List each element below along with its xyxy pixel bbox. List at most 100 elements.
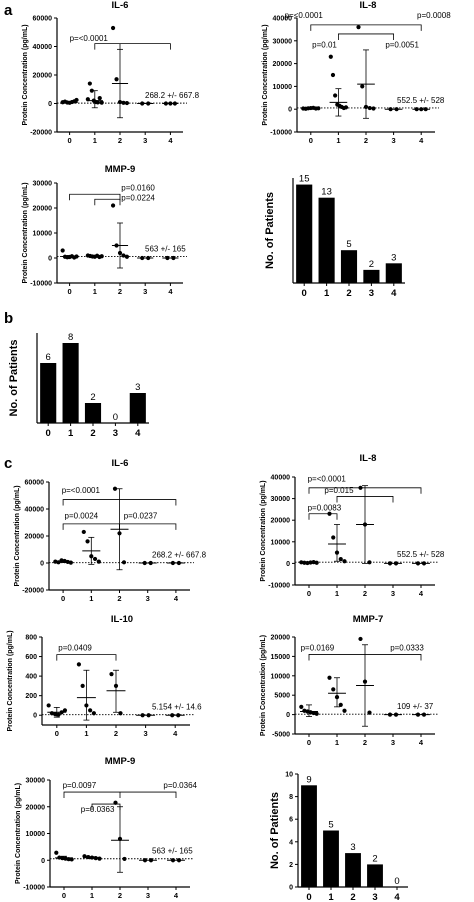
chart-b-bar: No. of Patients 0 1 2 3 4 6 8 2 0 3 — [8, 332, 149, 439]
chart-c-mmp7: MMP-7 Protein Concentration (pg/mL) -5000 0… — [260, 614, 439, 747]
chart-c-il6: IL-6 Protein Concentration (pg/mL)-20000 0… — [14, 458, 207, 603]
y-tick-label: 0 — [289, 885, 293, 892]
y-axis-label: Protein Concentration (pg/mL) — [22, 24, 29, 125]
bar-value-label: 6 — [46, 352, 51, 363]
y-axis-label: No. of Patients — [8, 339, 20, 416]
data-point — [96, 559, 101, 564]
p-value-annotation: p=<0.0001 — [308, 474, 347, 483]
significance-bracket — [91, 803, 121, 811]
bar — [301, 785, 317, 887]
bar-value-label: 3 — [135, 382, 140, 393]
bar-value-label: 5 — [328, 820, 333, 831]
p-value-annotation: p=0.0409 — [58, 644, 92, 653]
x-tick-label: 2 — [118, 891, 122, 900]
data-point — [338, 702, 343, 708]
x-tick-label: 0 — [46, 428, 51, 439]
y-tick-label: 20000 — [273, 61, 293, 68]
chart-c-il8: IL-8 Protein Concentration (pg/mL)-10000 0… — [260, 453, 445, 598]
data-point — [299, 704, 304, 709]
x-tick-label: 3 — [372, 892, 377, 902]
y-tick-label: 40000 — [33, 44, 53, 51]
bar-value-label: 2 — [372, 853, 377, 864]
chart-title: IL-8 — [360, 0, 377, 11]
x-tick-label: 2 — [90, 428, 95, 439]
y-tick-label: 0 — [286, 561, 290, 568]
p-value-annotation: p=0.0083 — [308, 503, 342, 512]
bar-value-label: 2 — [369, 259, 374, 270]
x-tick-label: 4 — [174, 594, 179, 603]
x-tick-label: 1 — [84, 729, 88, 738]
data-point — [62, 708, 68, 713]
data-point — [112, 486, 118, 491]
y-tick-label: 0 — [48, 101, 52, 108]
chart-title: MMP-9 — [105, 756, 136, 767]
data-point — [124, 100, 130, 106]
data-point — [343, 105, 349, 110]
chart-title: MMP-9 — [105, 164, 136, 175]
x-tick-label: 2 — [117, 594, 121, 603]
x-tick-label: 4 — [419, 738, 424, 747]
bar — [367, 864, 383, 887]
bar-value-label: 3 — [350, 842, 355, 853]
chart-c-mmp9: MMP-9 Protein Concentration (pg/mL)-10000… — [15, 756, 198, 900]
data-point — [342, 559, 347, 564]
y-tick-label: 20000 — [33, 206, 53, 213]
x-tick-label: 1 — [328, 892, 334, 902]
y-axis-label: Protein Concentration (pg/mL) — [260, 480, 267, 581]
data-point — [121, 560, 127, 565]
bar — [340, 250, 358, 283]
chart-a-bar: No. of Patients 0 1 2 3 4 15 13 5 2 3 — [264, 174, 405, 299]
y-tick-label: 20000 — [33, 73, 53, 80]
significance-bracket — [63, 791, 177, 799]
data-point — [54, 850, 59, 855]
y-tick-label: 60000 — [33, 16, 53, 23]
data-point — [87, 81, 92, 86]
data-point — [92, 556, 98, 562]
x-tick-label: 3 — [144, 729, 148, 738]
x-tick-label: 4 — [168, 136, 173, 145]
x-tick-label: 4 — [173, 729, 178, 738]
data-point — [69, 857, 74, 862]
chart-title: IL-6 — [112, 458, 129, 469]
significance-bracket — [336, 496, 394, 503]
reference-label: 5.154 +/- 14.6 — [152, 703, 202, 712]
y-tick-label: 10 — [285, 772, 293, 779]
data-point — [356, 25, 361, 30]
x-tick-label: 2 — [118, 287, 122, 296]
data-point — [124, 254, 130, 259]
data-point — [367, 105, 372, 111]
data-point — [74, 97, 79, 103]
bar — [40, 363, 57, 423]
x-tick-label: 3 — [113, 428, 118, 439]
y-tick-label: 600 — [25, 654, 37, 661]
x-tick-label: 4 — [419, 136, 424, 145]
data-point — [76, 662, 81, 667]
x-tick-label: 4 — [135, 428, 141, 439]
x-tick-label: 1 — [335, 589, 339, 598]
y-tick-label: 0 — [48, 256, 52, 263]
reference-label: 109 +/- 37 — [397, 702, 434, 711]
data-point — [60, 248, 65, 253]
p-value-annotation: p=0.01 — [312, 41, 337, 50]
y-tick-label: -10000 — [23, 885, 45, 892]
y-axis-label: Protein Concentration (pg/mL) — [22, 182, 29, 283]
bar — [323, 830, 339, 887]
bar-value-label: 3 — [391, 252, 396, 263]
reference-label: 268.2 +/- 667.8 — [145, 91, 200, 100]
x-tick-label: 0 — [306, 892, 311, 902]
x-tick-label: 2 — [363, 589, 367, 598]
reference-label: 268.2 +/- 667.8 — [152, 551, 207, 560]
y-tick-label: 40000 — [25, 507, 45, 514]
x-tick-label: 0 — [68, 136, 72, 145]
bar — [345, 853, 361, 887]
data-point — [121, 100, 126, 105]
y-tick-label: 10000 — [26, 831, 46, 838]
x-tick-label: 2 — [346, 288, 351, 299]
panel-letter-c: c — [4, 455, 12, 472]
data-point — [330, 72, 336, 78]
data-point — [88, 708, 93, 713]
data-point — [331, 687, 336, 692]
p-value-annotation: p=0.0169 — [301, 644, 335, 653]
